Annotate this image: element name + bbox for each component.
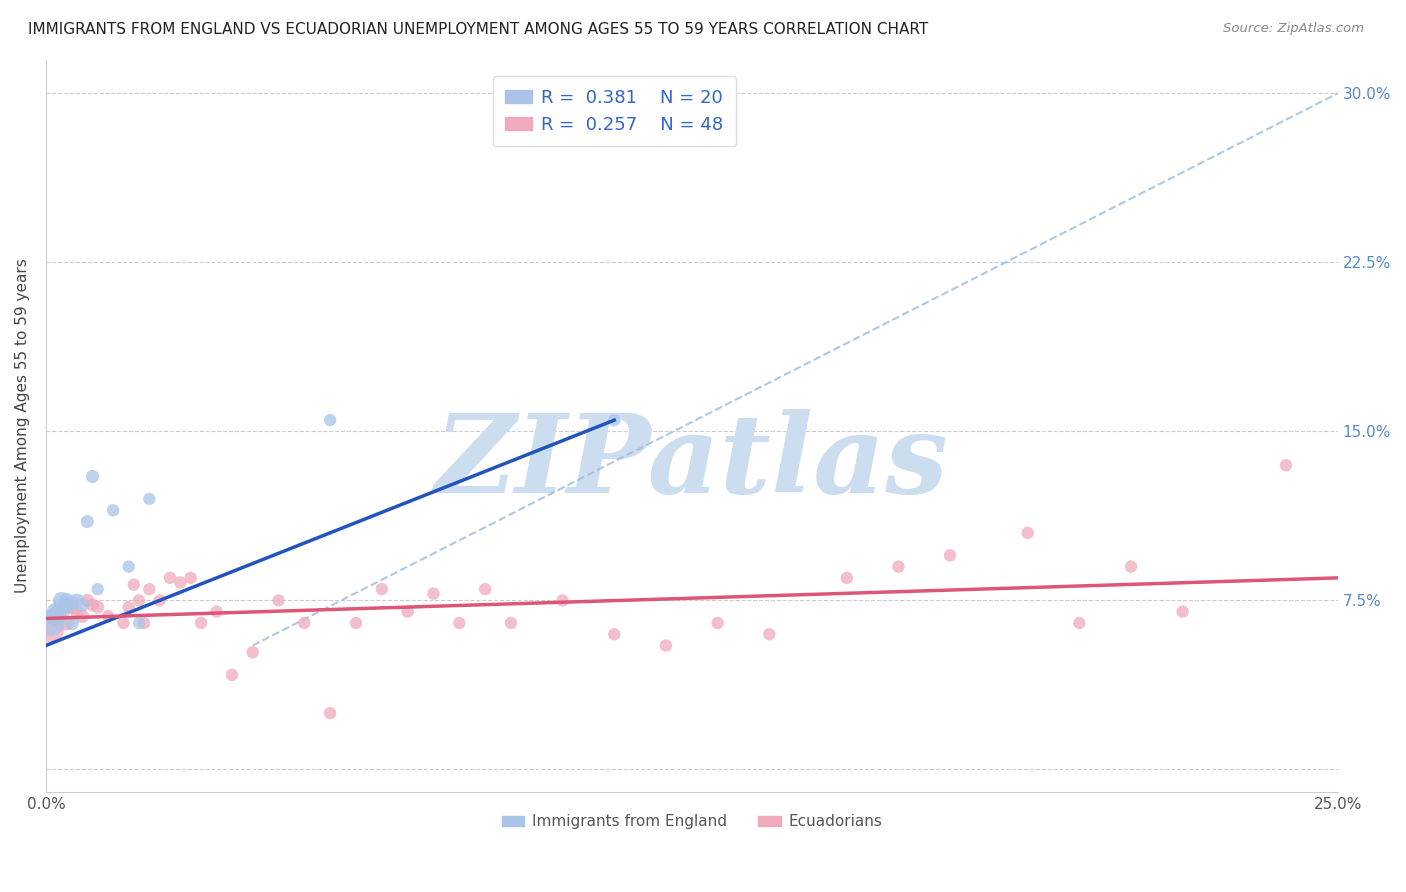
Point [117,600,139,615]
Point [1171,605,1194,619]
Point [86,582,108,596]
Point [76,515,98,529]
Point [101,503,124,517]
Point [60,596,83,610]
Point [45,609,67,624]
Point [82,469,104,483]
Point [603,413,626,427]
Point [551,593,574,607]
Point [499,615,522,630]
Point [70,609,93,624]
Point [70,598,93,612]
Point [344,615,367,630]
Point [706,615,728,630]
Point [1119,559,1142,574]
Point [51,600,73,615]
Point [422,587,444,601]
Point [128,615,150,630]
Point [60,615,83,630]
Point [292,615,315,630]
Point [66,593,89,607]
Point [55,615,77,630]
Point [149,593,172,607]
Point [939,549,962,563]
Point [45,605,67,619]
Point [39,623,62,637]
Point [449,615,471,630]
Point [76,593,98,607]
Point [138,582,160,596]
Point [45,609,67,624]
Point [97,609,120,624]
Point [396,605,419,619]
Point [51,605,73,619]
Point [66,605,89,619]
Point [86,600,108,615]
Point [242,645,264,659]
Text: Source: ZipAtlas.com: Source: ZipAtlas.com [1223,22,1364,36]
Text: IMMIGRANTS FROM ENGLAND VS ECUADORIAN UNEMPLOYMENT AMONG AGES 55 TO 59 YEARS COR: IMMIGRANTS FROM ENGLAND VS ECUADORIAN UN… [28,22,928,37]
Point [159,571,181,585]
Point [371,582,394,596]
Point [60,600,83,615]
Point [51,593,73,607]
Legend: Immigrants from England, Ecuadorians: Immigrants from England, Ecuadorians [495,808,889,836]
Point [122,577,145,591]
Point [82,598,104,612]
Point [55,598,77,612]
Point [128,593,150,607]
Y-axis label: Unemployment Among Ages 55 to 59 years: Unemployment Among Ages 55 to 59 years [15,259,30,593]
Point [169,575,191,590]
Point [1017,525,1039,540]
Point [319,413,342,427]
Point [835,571,858,585]
Point [603,627,626,641]
Point [267,593,290,607]
Point [117,559,139,574]
Point [134,615,156,630]
Text: ZIPatlas: ZIPatlas [434,409,949,516]
Point [138,491,160,506]
Point [758,627,780,641]
Point [319,706,342,720]
Point [1069,615,1091,630]
Point [39,615,62,630]
Point [190,615,212,630]
Point [655,639,678,653]
Point [205,605,228,619]
Point [180,571,202,585]
Point [221,667,243,681]
Point [55,593,77,607]
Point [887,559,910,574]
Point [112,615,135,630]
Point [1275,458,1298,473]
Point [474,582,496,596]
